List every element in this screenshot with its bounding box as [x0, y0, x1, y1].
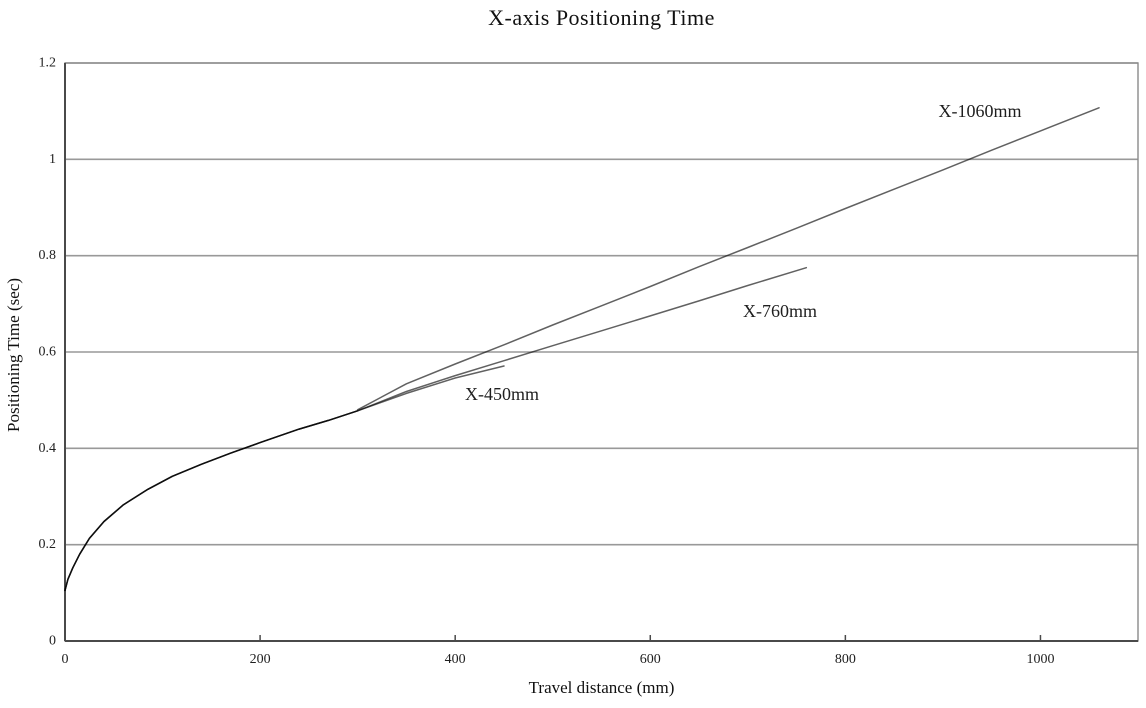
curve-x-760mm [64, 266, 808, 592]
y-tick-label-0: 0 [49, 634, 56, 649]
x-tick-label-400: 400 [445, 652, 466, 667]
curve-x-1060mm [64, 107, 1100, 592]
y-tick-label-0.2: 0.2 [39, 537, 57, 552]
y-tick-label-0.4: 0.4 [39, 441, 57, 456]
x-tick-label-600: 600 [640, 652, 661, 667]
chart-title: X-axis Positioning Time [488, 5, 715, 30]
series-label-x-760mm: X-760mm [743, 301, 817, 321]
series-label-x-450mm: X-450mm [465, 384, 539, 404]
x-tick-label-200: 200 [250, 652, 271, 667]
series-label-x-1060mm: X-1060mm [938, 101, 1021, 121]
y-tick-label-1.2: 1.2 [39, 56, 57, 71]
x-axis-label: Travel distance (mm) [528, 678, 675, 697]
y-tick-label-0.8: 0.8 [39, 248, 57, 263]
x-tick-label-0: 0 [62, 652, 69, 667]
x-tick-label-800: 800 [835, 652, 856, 667]
y-tick-label-1: 1 [49, 152, 56, 167]
x-tick-label-1000: 1000 [1026, 652, 1054, 667]
y-tick-label-0.6: 0.6 [39, 345, 57, 360]
curve-x-450mm [64, 365, 505, 592]
